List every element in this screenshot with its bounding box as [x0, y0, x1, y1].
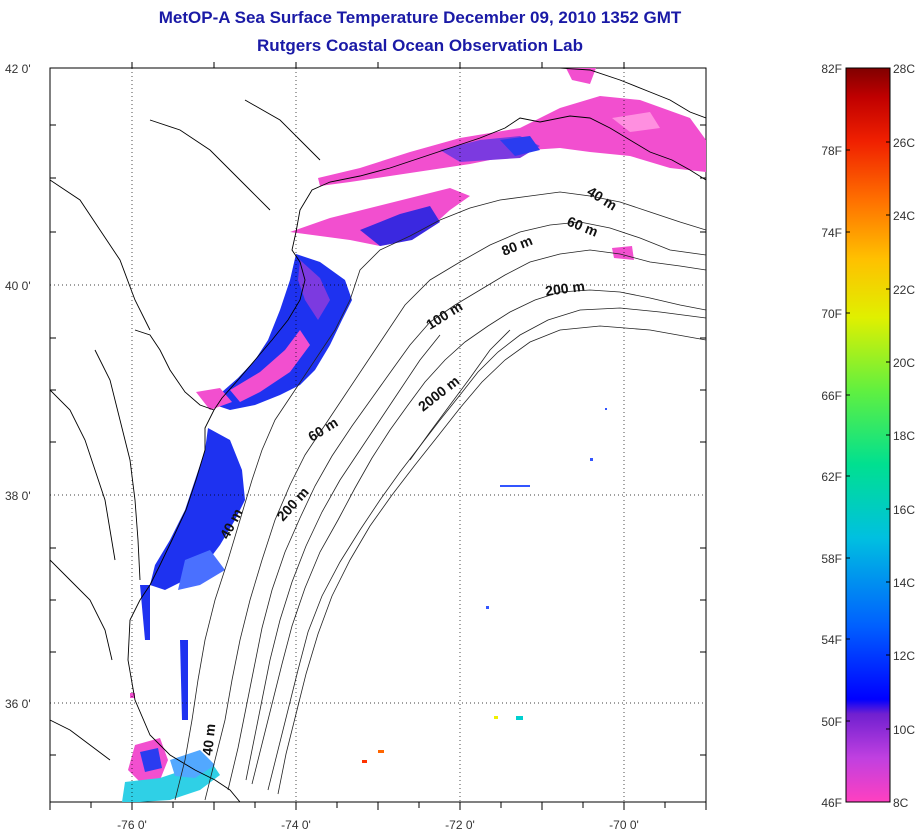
- colorbar-c-22: 22C: [893, 283, 915, 297]
- colorbar-gradient: [845, 67, 891, 803]
- colorbar-f-62: 62F: [821, 470, 842, 484]
- lon-label-74: -74 0': [281, 818, 311, 832]
- colorbar-f-82: 82F: [821, 62, 842, 76]
- colorbar-c-20: 20C: [893, 356, 915, 370]
- colorbar-f-70: 70F: [821, 307, 842, 321]
- colorbar-c-26: 26C: [893, 136, 915, 150]
- colorbar-c-18: 18C: [893, 429, 915, 443]
- lon-label-72: -72 0': [445, 818, 475, 832]
- colorbar-c-28: 28C: [893, 62, 915, 76]
- lat-label-42: 42 0': [5, 62, 31, 76]
- colorbar-c-10: 10C: [893, 723, 915, 737]
- colorbar-c-8: 8C: [893, 796, 909, 810]
- colorbar-c-14: 14C: [893, 576, 915, 590]
- map-title: MetOP-A Sea Surface Temperature December…: [158, 8, 682, 27]
- colorbar-c-16: 16C: [893, 503, 915, 517]
- contour-label-200m: 200 m: [544, 278, 586, 299]
- colorbar-f-58: 58F: [821, 552, 842, 566]
- map-frame: [49, 67, 707, 803]
- colorbar-f-46: 46F: [821, 796, 842, 810]
- colorbar-f-54: 54F: [821, 633, 842, 647]
- contour-label-40m-hatteras: 40 m: [199, 723, 218, 756]
- colorbar-f-50: 50F: [821, 715, 842, 729]
- colorbar: 82F 78F 74F 70F 66F 62F 58F 54F 50F 46F …: [821, 62, 915, 810]
- colorbar-f-74: 74F: [821, 226, 842, 240]
- lat-lon-grid: [50, 68, 706, 802]
- lat-label-40: 40 0': [5, 279, 31, 293]
- lat-label-36: 36 0': [5, 697, 31, 711]
- colorbar-c-24: 24C: [893, 209, 915, 223]
- bathymetry-contours: [174, 191, 706, 801]
- frame-ticks: [49, 62, 707, 810]
- map-subtitle: Rutgers Coastal Ocean Observation Lab: [257, 36, 583, 55]
- lon-label-70: -70 0': [609, 818, 639, 832]
- colorbar-f-78: 78F: [821, 144, 842, 158]
- lat-label-38: 38 0': [5, 489, 31, 503]
- colorbar-c-12: 12C: [893, 649, 915, 663]
- lon-label-76: -76 0': [117, 818, 147, 832]
- coastline-layer: [50, 68, 706, 802]
- colorbar-f-66: 66F: [821, 389, 842, 403]
- sst-data-layer: [122, 68, 706, 802]
